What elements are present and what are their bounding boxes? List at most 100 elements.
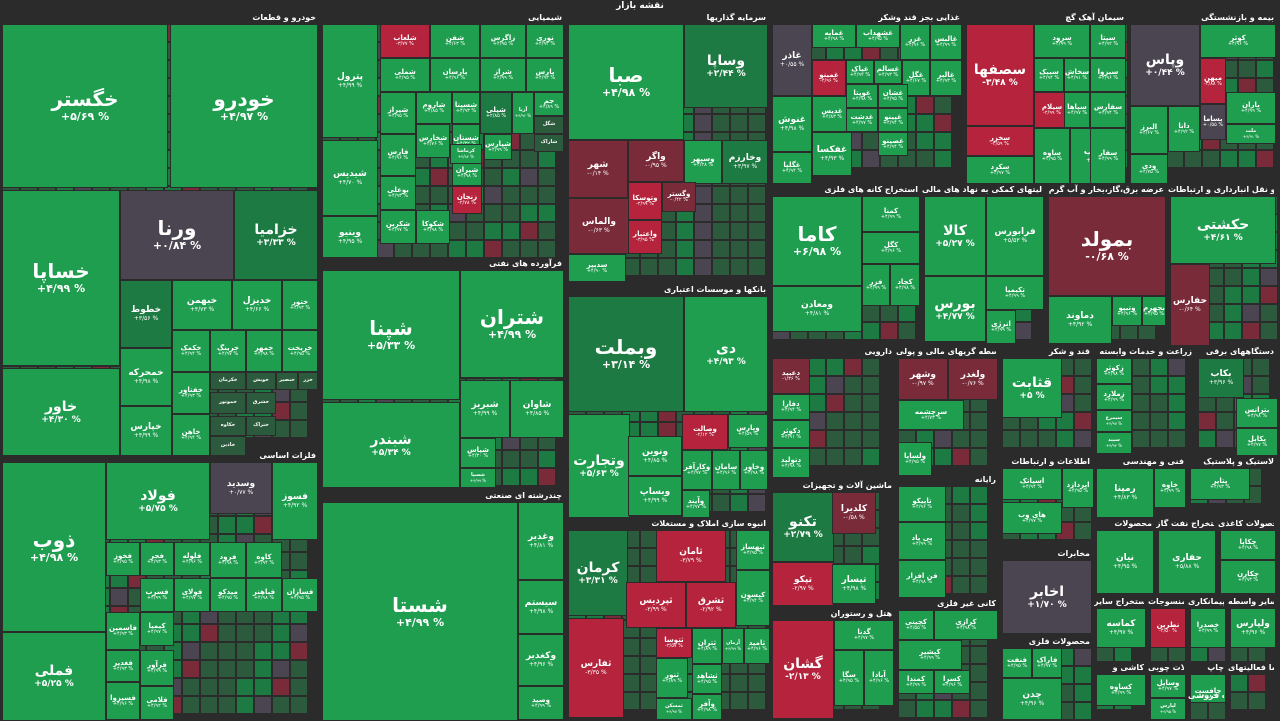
stock-tile[interactable]: های وب +۴/۹۷ % bbox=[1002, 502, 1062, 534]
stock-tile[interactable]: نطرین -۴/۵۰ % bbox=[1150, 608, 1186, 648]
small-stock-tile[interactable] bbox=[290, 420, 308, 438]
stock-tile[interactable]: وتجارت +۵/۶۳ % bbox=[568, 414, 630, 518]
stock-tile[interactable]: وشهر -۰/۹۷ % bbox=[898, 358, 948, 400]
stock-tile[interactable]: شهر -۰/۱۴ % bbox=[568, 140, 628, 198]
small-stock-tile[interactable] bbox=[538, 240, 556, 258]
stock-tile[interactable]: سامان +۴/۹۶ % bbox=[712, 450, 740, 490]
stock-tile[interactable]: خنصیر bbox=[276, 372, 298, 390]
small-stock-tile[interactable] bbox=[916, 150, 934, 168]
small-stock-tile[interactable] bbox=[200, 642, 218, 660]
small-stock-tile[interactable] bbox=[538, 168, 556, 186]
small-stock-tile[interactable] bbox=[934, 700, 952, 718]
small-stock-tile[interactable] bbox=[1202, 150, 1220, 168]
stock-tile[interactable]: خگستر +۵/۶۹ % bbox=[2, 24, 168, 188]
small-stock-tile[interactable] bbox=[826, 448, 844, 466]
stock-tile[interactable]: شبندر +۵/۳۴ % bbox=[322, 402, 460, 488]
stock-tile[interactable]: شیدیس +۴/۷۰ % bbox=[322, 140, 378, 216]
stock-tile[interactable]: شاراک bbox=[534, 134, 564, 152]
stock-tile[interactable]: بترانس +۴/۹۸ % bbox=[1236, 398, 1278, 428]
small-stock-tile[interactable] bbox=[484, 222, 502, 240]
small-stock-tile[interactable] bbox=[182, 642, 200, 660]
small-stock-tile[interactable] bbox=[1224, 322, 1242, 340]
small-stock-tile[interactable] bbox=[970, 448, 988, 466]
small-stock-tile[interactable] bbox=[254, 696, 272, 714]
small-stock-tile[interactable] bbox=[538, 204, 556, 222]
stock-tile[interactable]: غزر +۴/۹۶ % bbox=[900, 24, 930, 60]
stock-tile[interactable]: والماس -۰/۶۳ % bbox=[568, 198, 630, 254]
stock-tile[interactable]: سیستم +۴/۹۸ % bbox=[518, 580, 564, 634]
small-stock-tile[interactable] bbox=[676, 258, 694, 276]
small-stock-tile[interactable] bbox=[730, 204, 748, 222]
small-stock-tile[interactable] bbox=[218, 516, 236, 534]
small-stock-tile[interactable] bbox=[200, 660, 218, 678]
small-stock-tile[interactable] bbox=[916, 114, 934, 132]
stock-tile[interactable]: سبزوا +۴/۹۶ % bbox=[1090, 58, 1126, 92]
small-stock-tile[interactable] bbox=[236, 642, 254, 660]
stock-tile[interactable]: ثپردیس -۳/۹۹ % bbox=[626, 582, 686, 628]
stock-tile[interactable]: ثشرق -۲/۹۲ % bbox=[686, 582, 736, 628]
stock-tile[interactable]: پی پاد +۴/۹۹ % bbox=[898, 522, 946, 560]
stock-tile[interactable]: سخاش +۴/۹۱ % bbox=[1064, 58, 1090, 92]
stock-tile[interactable]: میدکو +۴/۹۵ % bbox=[210, 578, 246, 612]
stock-tile[interactable]: دانا +۴/۹۲ % bbox=[1168, 106, 1200, 152]
small-stock-tile[interactable] bbox=[1150, 394, 1168, 412]
stock-tile[interactable]: اپردازد +۴/۹۵ % bbox=[1062, 468, 1094, 508]
small-stock-tile[interactable] bbox=[1224, 286, 1242, 304]
small-stock-tile[interactable] bbox=[970, 682, 988, 700]
stock-tile[interactable]: پترول +۴/۹۹ % bbox=[322, 24, 378, 138]
small-stock-tile[interactable] bbox=[748, 258, 766, 276]
small-stock-tile[interactable] bbox=[1074, 394, 1092, 412]
stock-tile[interactable]: خاور +۴/۳۰ % bbox=[2, 368, 120, 456]
small-stock-tile[interactable] bbox=[748, 692, 766, 710]
stock-tile[interactable]: شپارس +۴/۹۹ % bbox=[484, 134, 512, 160]
small-stock-tile[interactable] bbox=[1260, 286, 1278, 304]
small-stock-tile[interactable] bbox=[1260, 268, 1278, 286]
stock-tile[interactable]: خموتور bbox=[210, 392, 246, 414]
stock-tile[interactable]: خزر bbox=[298, 372, 318, 390]
small-stock-tile[interactable] bbox=[694, 204, 712, 222]
stock-tile[interactable]: بساما +۰/۵۵ % bbox=[1200, 104, 1226, 140]
stock-tile[interactable]: خکرمان bbox=[210, 372, 246, 390]
small-stock-tile[interactable] bbox=[272, 624, 290, 642]
small-stock-tile[interactable] bbox=[218, 660, 236, 678]
small-stock-tile[interactable] bbox=[236, 678, 254, 696]
small-stock-tile[interactable] bbox=[694, 114, 712, 132]
stock-tile[interactable]: کمندا +۴/۹۹ % bbox=[898, 670, 934, 694]
small-stock-tile[interactable] bbox=[970, 646, 988, 664]
stock-tile[interactable]: غنوش +۴/۹۸ % bbox=[772, 96, 812, 152]
stock-tile[interactable]: شگل bbox=[534, 116, 564, 134]
small-stock-tile[interactable] bbox=[272, 642, 290, 660]
stock-tile[interactable]: فزر +۴/۹۹ % bbox=[862, 264, 890, 306]
stock-tile[interactable]: کالا +۵/۲۷ % bbox=[924, 196, 986, 276]
small-stock-tile[interactable] bbox=[448, 222, 466, 240]
stock-tile[interactable]: کسرا +۴/۹۶ % bbox=[934, 670, 970, 694]
small-stock-tile[interactable] bbox=[1002, 430, 1020, 448]
small-stock-tile[interactable] bbox=[952, 540, 970, 558]
small-stock-tile[interactable] bbox=[1150, 376, 1168, 394]
stock-tile[interactable]: خدیزل +۴/۶۶ % bbox=[232, 280, 282, 330]
small-stock-tile[interactable] bbox=[730, 692, 748, 710]
stock-tile[interactable]: سرود +۴/۹۹ % bbox=[1034, 24, 1090, 58]
small-stock-tile[interactable] bbox=[748, 494, 766, 512]
small-stock-tile[interactable] bbox=[934, 430, 952, 448]
small-stock-tile[interactable] bbox=[970, 558, 988, 576]
stock-tile[interactable]: رمپنا +۴/۸۳ % bbox=[1096, 468, 1154, 518]
stock-tile[interactable]: بوعلی +۴/۹۳ % bbox=[380, 176, 416, 210]
stock-tile[interactable]: آرمان +۴/۹۹ % bbox=[722, 628, 744, 664]
small-stock-tile[interactable] bbox=[254, 678, 272, 696]
small-stock-tile[interactable] bbox=[1238, 60, 1256, 78]
small-stock-tile[interactable] bbox=[934, 114, 952, 132]
stock-tile[interactable]: دتولید +۴/۹۸ % bbox=[772, 448, 810, 478]
stock-tile[interactable]: فملی +۵/۲۵ % bbox=[2, 632, 106, 721]
small-stock-tile[interactable] bbox=[466, 240, 484, 258]
small-stock-tile[interactable] bbox=[862, 376, 880, 394]
stock-tile[interactable]: خریخت +۴/۹۵ % bbox=[282, 330, 318, 372]
stock-tile[interactable]: فن افزار +۴/۹۸ % bbox=[898, 560, 946, 598]
stock-tile[interactable]: غاذر +۰/۵۵ % bbox=[772, 24, 812, 96]
stock-tile[interactable]: نوری +۴/۹۲ % bbox=[526, 24, 564, 58]
stock-tile[interactable]: قثابت +۵ % bbox=[1002, 358, 1062, 418]
stock-tile[interactable]: کماسه +۴/۹۷ % bbox=[1096, 608, 1146, 648]
stock-tile[interactable]: کمنا +۴/۹۹ % bbox=[862, 196, 920, 232]
small-stock-tile[interactable] bbox=[862, 448, 880, 466]
small-stock-tile[interactable] bbox=[712, 222, 730, 240]
